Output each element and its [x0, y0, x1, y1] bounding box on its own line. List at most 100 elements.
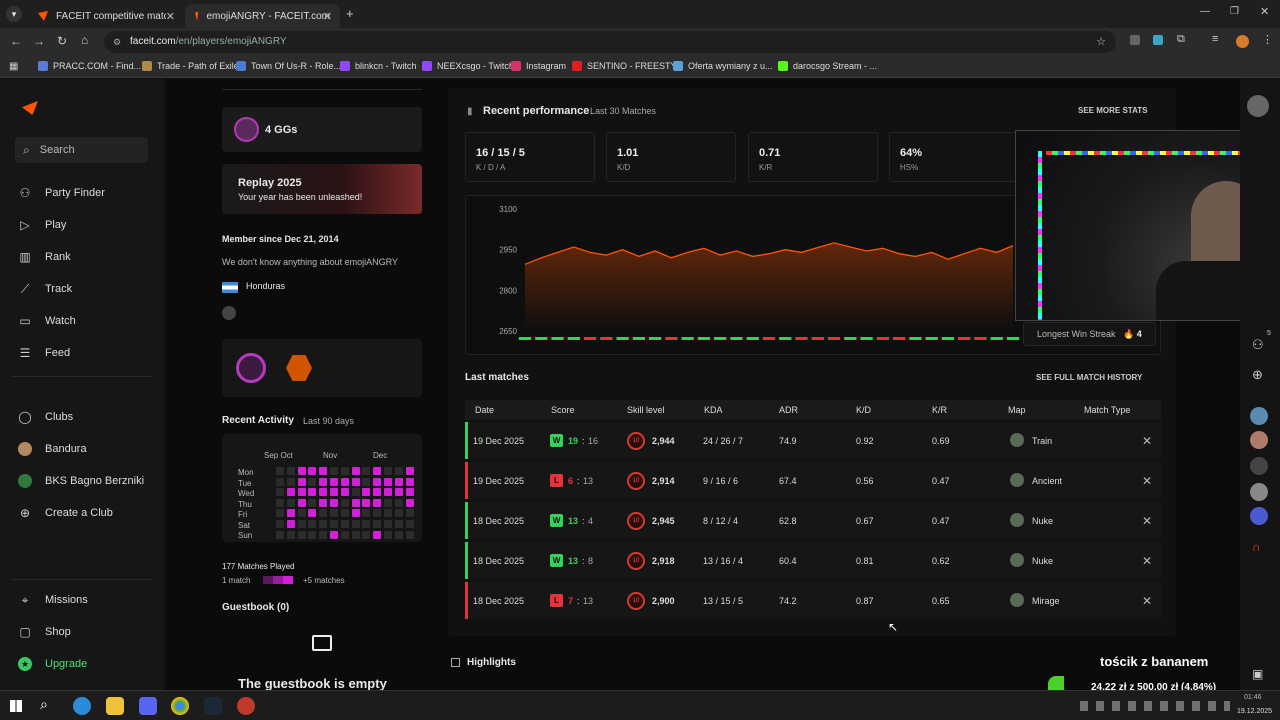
result-marker[interactable] [535, 337, 548, 340]
heatmap-cell[interactable] [330, 509, 338, 518]
heatmap-cell[interactable] [286, 498, 295, 507]
heatmap-cell[interactable] [297, 530, 306, 539]
heatmap-cell[interactable] [286, 520, 295, 528]
heatmap-cell[interactable] [362, 477, 371, 486]
bookmark-item[interactable]: NEEXcsgo - Twitch [422, 61, 514, 71]
heatmap-cell[interactable] [373, 509, 382, 518]
result-marker[interactable] [860, 337, 873, 340]
heatmap-cell[interactable] [276, 498, 284, 507]
result-marker[interactable] [714, 337, 727, 340]
heatmap-cell[interactable] [340, 467, 349, 475]
nav-feed[interactable]: ☰ Feed [19, 346, 71, 360]
heatmap-cell[interactable] [308, 477, 317, 486]
heatmap-cell[interactable] [362, 498, 371, 507]
match-row[interactable]: W 19:16 10 19 Dec 2025 2,944 24 / 26 / 7 74.9 0… [465, 422, 1161, 459]
result-marker[interactable] [990, 337, 1003, 340]
heatmap-cell[interactable] [351, 498, 360, 507]
see-more-stats-link[interactable]: SEE MORE STATS [1078, 106, 1148, 115]
nav-rank[interactable]: ▥ Rank [19, 250, 71, 264]
heatmap-cell[interactable] [330, 467, 338, 475]
match-row[interactable]: L 6:13 10 19 Dec 2025 2,914 9 / 16 / 6 67.4 0.5… [465, 462, 1161, 499]
steam-icon[interactable] [222, 306, 236, 320]
heatmap-cell[interactable] [351, 509, 360, 518]
heatmap-cell[interactable] [276, 488, 284, 497]
result-marker[interactable] [746, 337, 759, 340]
search-input[interactable]: ⌕ Search [15, 137, 148, 163]
chat-icon[interactable]: ▣ [1252, 667, 1264, 681]
result-marker[interactable] [697, 337, 711, 340]
bookmark-item[interactable]: Trade - Path of Exile [142, 61, 239, 71]
system-tray[interactable] [1080, 701, 1230, 711]
heatmap-cell[interactable] [330, 498, 338, 507]
new-tab-button[interactable]: + [346, 6, 354, 21]
result-marker[interactable] [827, 337, 841, 340]
heatmap-cell[interactable] [394, 498, 403, 507]
heatmap-cell[interactable] [308, 498, 317, 507]
heatmap-cell[interactable] [286, 477, 295, 486]
url-input[interactable]: ⚙ faceit.com/en/players/emojiANGRY ☆ [104, 31, 1116, 53]
heatmap-cell[interactable] [405, 520, 414, 528]
result-marker[interactable] [893, 337, 906, 340]
heatmap-cell[interactable] [286, 467, 295, 475]
heatmap-cell[interactable] [373, 498, 382, 507]
friend-avatar[interactable] [1250, 457, 1268, 475]
heatmap-cell[interactable] [319, 509, 328, 518]
tab-faceit-match[interactable]: FACEIT competitive match - FAC ✕ [28, 4, 183, 28]
reload-icon[interactable]: ↻ [57, 34, 68, 48]
heatmap-cell[interactable] [373, 477, 382, 486]
result-marker[interactable] [925, 337, 938, 340]
result-marker[interactable] [730, 337, 743, 340]
heatmap-cell[interactable] [330, 520, 338, 528]
site-info-icon[interactable]: ⚙ [113, 37, 122, 47]
support-headset-icon[interactable]: ∩ [1252, 540, 1261, 554]
windows-start-icon[interactable] [10, 700, 22, 712]
bookmark-item[interactable]: Instagram [511, 61, 566, 71]
heatmap-cell[interactable] [319, 530, 328, 539]
heatmap-cell[interactable] [308, 467, 317, 475]
result-marker[interactable] [779, 337, 792, 340]
heatmap-cell[interactable] [373, 467, 382, 475]
heatmap-cell[interactable] [319, 520, 328, 528]
extension-icon[interactable] [1153, 35, 1163, 45]
heatmap-cell[interactable] [394, 477, 403, 486]
heatmap-cell[interactable] [405, 488, 414, 497]
heatmap-cell[interactable] [297, 520, 306, 528]
heatmap-cell[interactable] [394, 530, 403, 539]
extension-icon[interactable] [1130, 35, 1140, 45]
heatmap-cell[interactable] [384, 520, 392, 528]
steam-icon[interactable] [204, 697, 222, 715]
heatmap-cell[interactable] [308, 530, 317, 539]
bookmark-item[interactable]: Town Of Us-R - Role... [236, 61, 341, 71]
bookmark-item[interactable]: blinkcn - Twitch [340, 61, 416, 71]
heatmap-cell[interactable] [384, 509, 392, 518]
bookmark-item[interactable]: darocsgo Stream - ... [778, 61, 877, 71]
heatmap-cell[interactable] [394, 488, 403, 497]
result-marker[interactable] [958, 337, 971, 340]
apps-grid-icon[interactable]: ▦ [9, 61, 19, 72]
heatmap-cell[interactable] [297, 509, 306, 518]
heatmap-cell[interactable] [362, 530, 371, 539]
nav-clubs[interactable]: ◯ Clubs [18, 410, 74, 424]
heatmap-cell[interactable] [373, 520, 382, 528]
result-marker[interactable] [811, 337, 824, 340]
heatmap-cell[interactable] [340, 477, 349, 486]
heatmap-cell[interactable] [330, 488, 338, 497]
result-marker[interactable] [681, 337, 694, 340]
result-marker[interactable] [876, 337, 889, 340]
bookmark-item[interactable]: Oferta wymiany z u... [673, 61, 773, 71]
replay-card[interactable]: Replay 2025 Your year has been unleashed… [222, 164, 422, 214]
heatmap-cell[interactable] [384, 488, 392, 497]
heatmap-cell[interactable] [297, 477, 306, 486]
heatmap-cell[interactable] [362, 520, 371, 528]
minimize-button[interactable]: — [1200, 6, 1210, 17]
heatmap-cell[interactable] [340, 530, 349, 539]
result-marker[interactable] [616, 337, 629, 340]
result-marker[interactable] [665, 337, 678, 340]
nav-missions[interactable]: ⌖ Missions [18, 593, 88, 607]
back-icon[interactable]: ← [10, 34, 22, 48]
app-icon[interactable] [237, 697, 255, 715]
heatmap-cell[interactable] [308, 509, 317, 518]
heatmap-cell[interactable] [362, 509, 371, 518]
nav-watch[interactable]: ▭ Watch [19, 314, 76, 328]
heatmap-cell[interactable] [319, 488, 328, 497]
